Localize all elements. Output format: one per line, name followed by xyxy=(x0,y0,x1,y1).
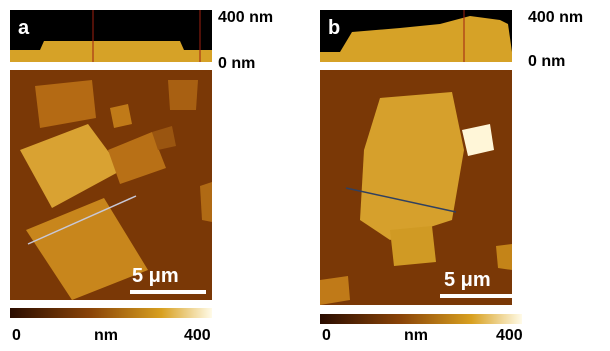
profile-bottom-label: 0 nm xyxy=(528,53,565,70)
profile-top-label: 400 nm xyxy=(218,9,273,26)
crystal xyxy=(390,226,436,266)
colorbar-unit: nm xyxy=(94,327,118,344)
figure: a 400 nm 0 nm 5 μm 0 nm 400 b 400 nm 0 n… xyxy=(0,0,610,346)
panel-b: b 400 nm 0 nm 5 μm 0 nm 400 xyxy=(320,9,583,344)
crystal xyxy=(168,80,198,110)
scale-bar-label: 5 μm xyxy=(444,269,491,291)
colorbar xyxy=(10,308,212,318)
colorbar-max: 400 xyxy=(184,327,211,344)
crystal xyxy=(496,244,512,270)
crystal xyxy=(110,104,132,128)
scale-bar-label: 5 μm xyxy=(132,265,179,287)
colorbar-max: 400 xyxy=(496,327,523,344)
profile-top-label: 400 nm xyxy=(528,9,583,26)
crystal xyxy=(360,92,464,240)
panel-a: a 400 nm 0 nm 5 μm 0 nm 400 xyxy=(10,9,273,344)
colorbar xyxy=(320,314,522,324)
colorbar-unit: nm xyxy=(404,327,428,344)
colorbar-min: 0 xyxy=(12,327,21,344)
crystal xyxy=(200,182,212,222)
colorbar-min: 0 xyxy=(322,327,331,344)
panel-label: a xyxy=(18,17,30,39)
crystal xyxy=(320,276,350,305)
profile-bottom-label: 0 nm xyxy=(218,55,255,72)
panel-label: b xyxy=(328,17,340,39)
